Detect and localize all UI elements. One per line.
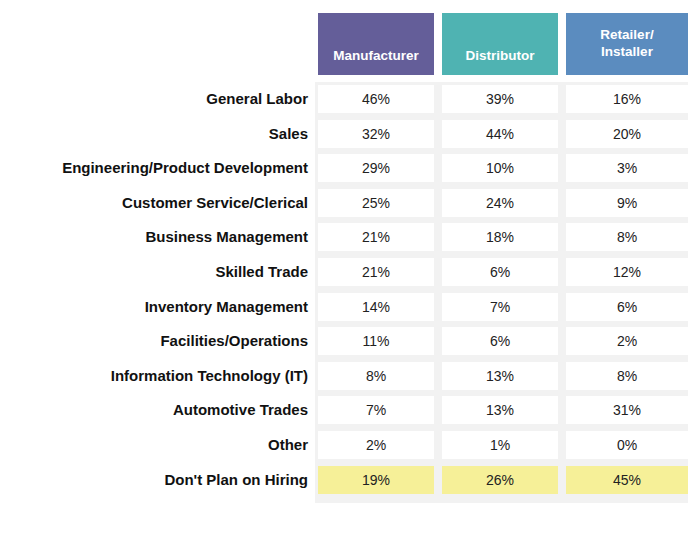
- table-cell: 21%: [318, 258, 434, 286]
- table-cell: 8%: [566, 223, 688, 251]
- table-cell: 0%: [566, 431, 688, 459]
- table-row: Other 2% 1% 0%: [0, 431, 700, 466]
- table-cell: 6%: [442, 258, 558, 286]
- column-header-manufacturer: Manufacturer: [318, 13, 434, 75]
- table-cell: 6%: [566, 293, 688, 321]
- table-cell: 44%: [442, 120, 558, 148]
- table-cell-highlighted: 26%: [442, 466, 558, 494]
- table-row: Skilled Trade 21% 6% 12%: [0, 258, 700, 293]
- table-cell: 13%: [442, 396, 558, 424]
- row-label: Automotive Trades: [0, 396, 308, 424]
- row-label: Business Management: [0, 223, 308, 251]
- table-cell-highlighted: 45%: [566, 466, 688, 494]
- table-row: Engineering/Product Development 29% 10% …: [0, 154, 700, 189]
- table-cell: 29%: [318, 154, 434, 182]
- table-cell: 14%: [318, 293, 434, 321]
- table-cell: 2%: [318, 431, 434, 459]
- row-label: Other: [0, 431, 308, 459]
- table-cell-highlighted: 19%: [318, 466, 434, 494]
- table-cell: 7%: [318, 396, 434, 424]
- table-cell: 8%: [566, 362, 688, 390]
- table-row: Customer Service/Clerical 25% 24% 9%: [0, 189, 700, 224]
- table-row: Business Management 21% 18% 8%: [0, 223, 700, 258]
- table-cell: 18%: [442, 223, 558, 251]
- row-label: Engineering/Product Development: [0, 154, 308, 182]
- table-cell: 46%: [318, 85, 434, 113]
- table-cell: 7%: [442, 293, 558, 321]
- table-cell: 13%: [442, 362, 558, 390]
- column-header-distributor: Distributor: [442, 13, 558, 75]
- row-label: Information Technology (IT): [0, 362, 308, 390]
- row-label: Inventory Management: [0, 293, 308, 321]
- table-row: General Labor 46% 39% 16%: [0, 85, 700, 120]
- table-row: Automotive Trades 7% 13% 31%: [0, 396, 700, 431]
- table-cell: 25%: [318, 189, 434, 217]
- table-row: Sales 32% 44% 20%: [0, 120, 700, 155]
- table-row: Information Technology (IT) 8% 13% 8%: [0, 362, 700, 397]
- table-cell: 16%: [566, 85, 688, 113]
- table-cell: 31%: [566, 396, 688, 424]
- table-cell: 12%: [566, 258, 688, 286]
- table-row: Facilities/Operations 11% 6% 2%: [0, 327, 700, 362]
- row-label: Don't Plan on Hiring: [0, 466, 308, 494]
- table-cell: 9%: [566, 189, 688, 217]
- hiring-plans-table: Manufacturer Distributor Retailer/ Insta…: [0, 0, 700, 533]
- table-cell: 8%: [318, 362, 434, 390]
- table-cell: 21%: [318, 223, 434, 251]
- row-label: General Labor: [0, 85, 308, 113]
- table-cell: 39%: [442, 85, 558, 113]
- table-cell: 11%: [318, 327, 434, 355]
- table-rows: General Labor 46% 39% 16% Sales 32% 44% …: [0, 85, 700, 500]
- table-cell: 10%: [442, 154, 558, 182]
- table-cell: 24%: [442, 189, 558, 217]
- table-cell: 6%: [442, 327, 558, 355]
- table-row-dont-plan-on-hiring: Don't Plan on Hiring 19% 26% 45%: [0, 466, 700, 501]
- row-label: Sales: [0, 120, 308, 148]
- table-cell: 2%: [566, 327, 688, 355]
- column-header-retailer-installer: Retailer/ Installer: [566, 13, 688, 75]
- row-label: Customer Service/Clerical: [0, 189, 308, 217]
- table-cell: 1%: [442, 431, 558, 459]
- table-row: Inventory Management 14% 7% 6%: [0, 293, 700, 328]
- row-label: Facilities/Operations: [0, 327, 308, 355]
- table-cell: 32%: [318, 120, 434, 148]
- table-cell: 3%: [566, 154, 688, 182]
- row-label: Skilled Trade: [0, 258, 308, 286]
- table-cell: 20%: [566, 120, 688, 148]
